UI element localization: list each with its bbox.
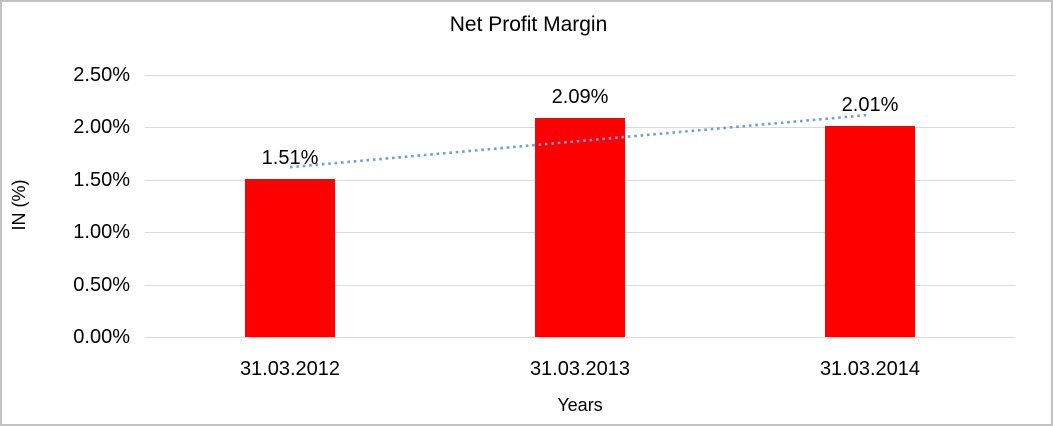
gridline <box>145 75 1015 76</box>
data-label: 2.09% <box>551 86 609 108</box>
y-tick-label: 2.00% <box>73 116 130 138</box>
bar-31.03.2014 <box>825 126 915 337</box>
y-tick-label: 0.50% <box>73 274 130 296</box>
y-tick-label: 0.00% <box>73 326 130 348</box>
gridline <box>145 337 1015 338</box>
bar-31.03.2013 <box>535 118 625 337</box>
x-category-label: 31.03.2014 <box>819 358 921 380</box>
x-axis-title: Years <box>557 395 603 415</box>
x-category-label: 31.03.2012 <box>239 358 341 380</box>
data-label: 2.01% <box>841 94 899 116</box>
y-tick-label: 1.50% <box>73 169 130 191</box>
x-category-label: 31.03.2013 <box>529 358 631 380</box>
y-tick-label: 1.00% <box>73 221 130 243</box>
bar-31.03.2012 <box>245 179 335 337</box>
data-label: 1.51% <box>261 147 319 169</box>
y-axis-title: IN (%) <box>9 179 29 231</box>
chart-title: Net Profit Margin <box>449 13 608 36</box>
y-tick-label: 2.50% <box>73 64 130 86</box>
